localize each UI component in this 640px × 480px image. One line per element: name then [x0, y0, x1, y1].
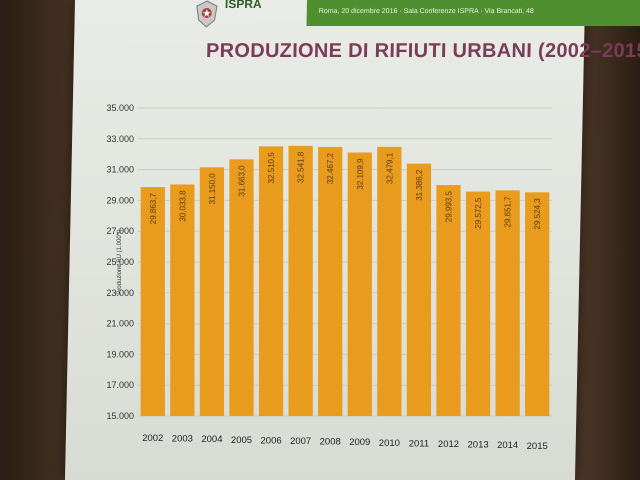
bar-value-label: 31.663,0 [238, 165, 247, 197]
x-tick-label: 2007 [290, 436, 311, 447]
bar [288, 145, 313, 417]
y-tick-label: 17.000 [106, 380, 134, 390]
x-tick-label: 2011 [409, 438, 429, 449]
x-tick-label: 2012 [438, 439, 459, 450]
bar-value-label: 31.150,0 [208, 173, 217, 205]
bar [465, 191, 491, 416]
x-tick-label: 2009 [349, 437, 370, 448]
y-tick-label: 23.000 [106, 288, 134, 298]
x-tick-label: 2013 [468, 440, 489, 451]
x-tick-label: 2003 [172, 434, 193, 445]
bar [377, 146, 402, 417]
bar-value-label: 30.033,8 [178, 190, 187, 222]
x-tick-label: 2014 [497, 440, 518, 451]
bar [436, 185, 461, 416]
y-tick-label: 19.000 [106, 349, 134, 359]
bar [229, 159, 254, 416]
x-tick-label: 2002 [142, 433, 163, 444]
bar-value-label: 29.651,7 [504, 196, 513, 228]
bar [318, 147, 343, 416]
x-tick-label: 2004 [201, 434, 222, 445]
y-tick-label: 27.000 [106, 226, 134, 236]
bar-value-label: 32.479,1 [385, 152, 394, 184]
y-tick-label: 35.000 [106, 103, 134, 113]
bar-value-label: 31.386,2 [415, 169, 424, 201]
y-tick-label: 21.000 [106, 319, 134, 329]
x-tick-label: 2006 [261, 435, 282, 446]
x-tick-label: 2010 [379, 438, 400, 449]
y-tick-label: 33.000 [106, 134, 134, 144]
emblem-icon [194, 0, 219, 28]
y-axis-label: Produzione RU (1.000*t) [117, 229, 123, 294]
bar-value-label: 32.109,9 [356, 158, 365, 190]
bar-value-label: 32.510,5 [267, 152, 276, 184]
x-tick-label: 2015 [527, 441, 548, 452]
bar [258, 146, 284, 416]
bar-value-label: 29.993,5 [445, 191, 454, 223]
bar-value-label: 29.572,5 [474, 197, 483, 229]
y-tick-label: 25.000 [106, 257, 134, 267]
bar [406, 163, 432, 416]
bar [140, 187, 165, 416]
bar [347, 152, 372, 416]
x-tick-label: 2008 [320, 437, 341, 448]
y-tick-label: 29.000 [106, 195, 134, 205]
bar-value-label: 32.541,8 [297, 151, 306, 183]
bar-value-label: 29.524,3 [533, 198, 542, 230]
bar [525, 192, 550, 416]
bar [495, 190, 520, 416]
bar-value-label: 32.467,2 [326, 152, 335, 184]
bar [199, 167, 225, 416]
bar-value-label: 29.863,7 [149, 193, 158, 225]
projected-slide: ISPRA Roma, 20 dicembre 2016 · Sala Conf… [64, 0, 640, 480]
bar [170, 184, 195, 416]
y-tick-label: 15.000 [106, 411, 134, 421]
y-tick-label: 31.000 [106, 165, 134, 175]
x-tick-label: 2005 [231, 435, 252, 446]
